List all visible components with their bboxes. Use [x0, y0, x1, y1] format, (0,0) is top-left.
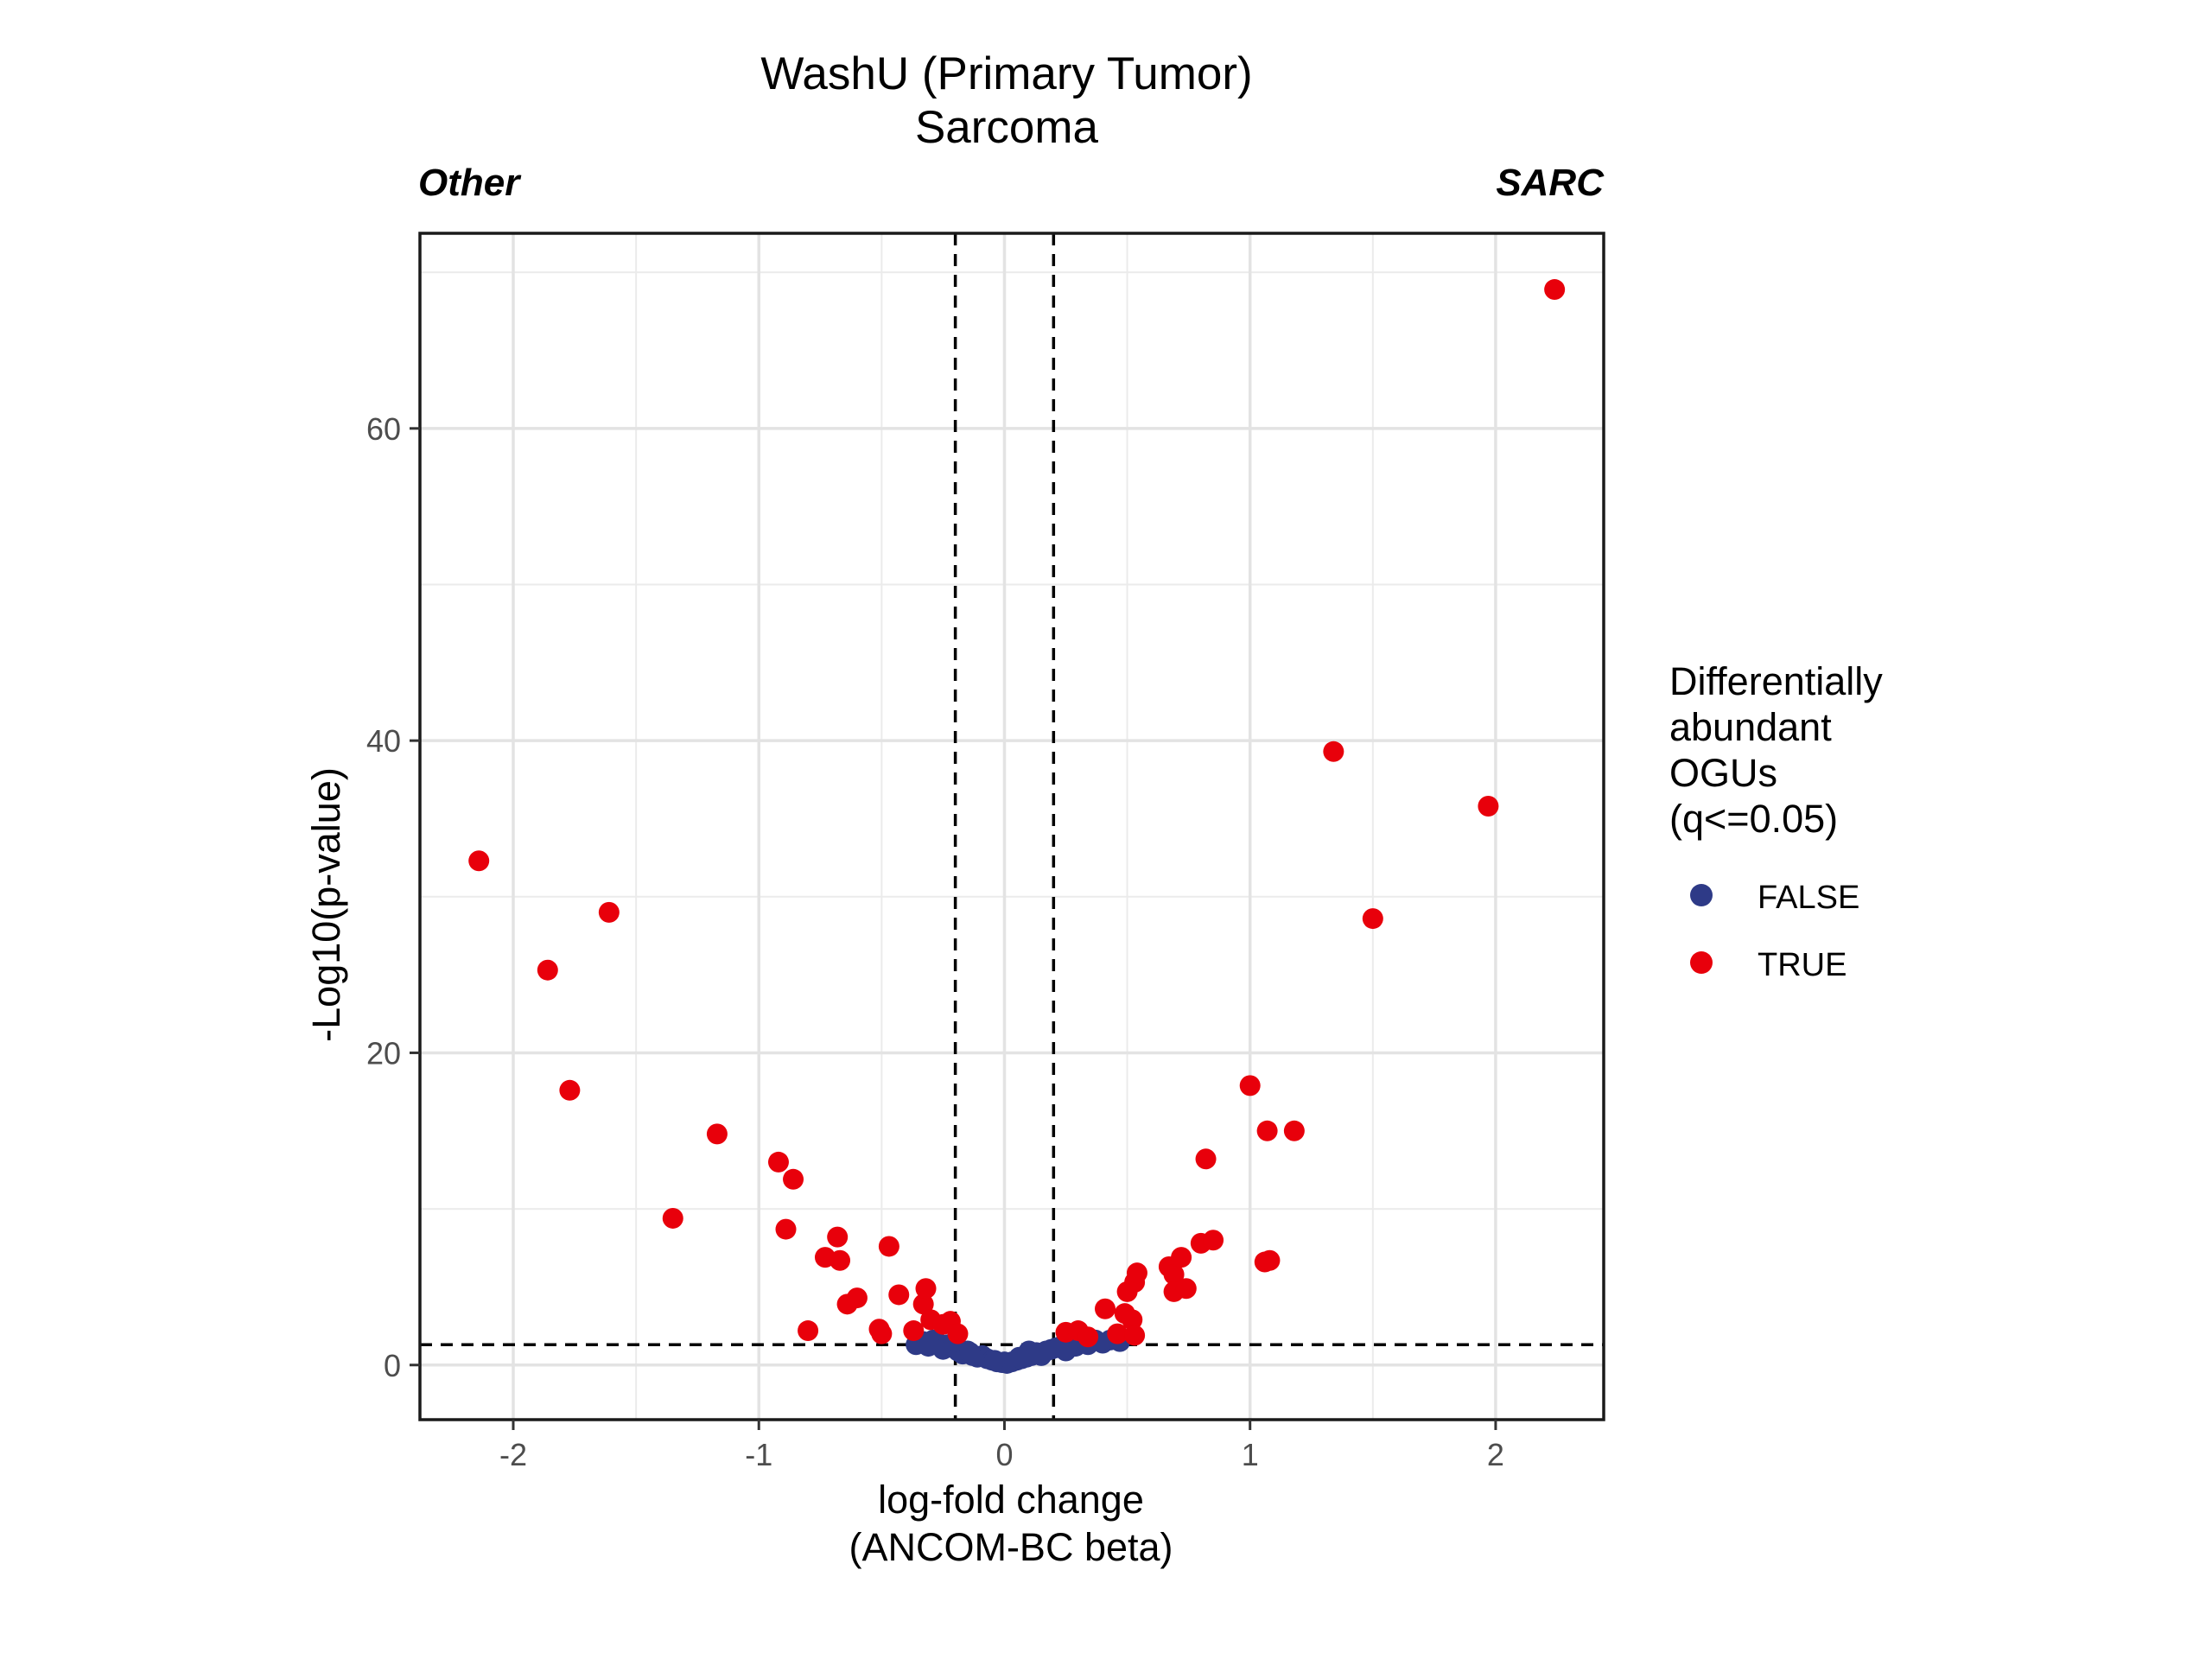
data-point-true	[915, 1278, 937, 1300]
data-point-true	[947, 1323, 969, 1344]
data-point-true	[1124, 1325, 1146, 1346]
data-point-true	[1171, 1247, 1192, 1268]
legend-label-true: TRUE	[1758, 947, 1847, 983]
data-point-true	[775, 1218, 797, 1240]
legend-title-line4: (q<=0.05)	[1669, 797, 1838, 841]
data-point-true	[1283, 1120, 1305, 1141]
data-point-true	[871, 1323, 893, 1344]
data-point-true	[559, 1079, 581, 1101]
y-axis: 0 20 40 60	[366, 411, 420, 1383]
data-point-true	[827, 1226, 849, 1248]
data-point-true	[468, 850, 490, 872]
data-point-true	[1478, 796, 1499, 817]
plot-panel-border	[418, 232, 1605, 1421]
y-tick-label: 60	[366, 411, 401, 447]
threshold-lines	[420, 233, 1604, 1420]
legend: Differentially abundant OGUs (q<=0.05) F…	[1669, 659, 1883, 983]
y-tick-label: 20	[366, 1035, 401, 1071]
data-point-true	[1122, 1309, 1143, 1331]
data-point-true	[783, 1168, 804, 1190]
data-point-true	[598, 901, 620, 923]
data-point-true	[903, 1320, 925, 1342]
data-point-true	[1239, 1075, 1261, 1096]
x-tick-label: -2	[499, 1437, 527, 1472]
x-tick-label: -1	[745, 1437, 772, 1472]
data-point-false	[959, 1342, 981, 1363]
data-point-true	[1259, 1249, 1281, 1271]
legend-key-true	[1690, 951, 1713, 974]
data-point-true	[1095, 1298, 1116, 1319]
right-group-annotation: SARC	[1496, 162, 1605, 204]
data-point-true	[1323, 741, 1344, 762]
legend-label-false: FALSE	[1758, 880, 1859, 916]
x-tick-label: 1	[1242, 1437, 1259, 1472]
chart-title: WashU (Primary Tumor)	[760, 48, 1252, 99]
y-axis-label: -Log10(p-value)	[304, 767, 348, 1042]
x-axis: -2 -1 0 1 2	[499, 1420, 1504, 1472]
legend-title-line3: OGUs	[1669, 751, 1777, 795]
data-points	[468, 279, 1566, 1374]
data-point-true	[1362, 908, 1383, 930]
data-point-false	[1008, 1346, 1030, 1368]
chart-subtitle: Sarcoma	[915, 102, 1099, 153]
data-point-true	[1256, 1120, 1278, 1141]
x-axis-label-line2: (ANCOM-BC beta)	[849, 1525, 1173, 1569]
minor-gridlines	[420, 233, 1604, 1420]
left-group-annotation: Other	[418, 162, 522, 204]
x-axis-label-line1: log-fold change	[878, 1478, 1144, 1522]
legend-title-line1: Differentially	[1669, 659, 1883, 703]
y-tick-label: 40	[366, 723, 401, 759]
data-point-false	[984, 1350, 1006, 1371]
data-point-true	[1107, 1323, 1128, 1344]
data-point-true	[798, 1320, 819, 1342]
data-point-true	[1544, 279, 1566, 301]
y-tick-label: 0	[384, 1348, 401, 1383]
data-point-true	[706, 1123, 728, 1145]
data-point-true	[1203, 1230, 1224, 1251]
data-point-true	[1195, 1148, 1217, 1170]
data-point-true	[537, 959, 558, 981]
data-point-true	[1163, 1263, 1185, 1285]
data-point-true	[888, 1284, 910, 1306]
data-point-true	[830, 1249, 851, 1271]
data-point-true	[878, 1236, 899, 1257]
data-point-true	[1175, 1278, 1197, 1300]
x-tick-label: 2	[1487, 1437, 1504, 1472]
data-point-true	[1077, 1326, 1099, 1348]
data-point-true	[662, 1207, 683, 1229]
data-point-true	[846, 1287, 868, 1309]
legend-key-false	[1690, 884, 1713, 906]
data-point-true	[912, 1294, 934, 1315]
data-point-true	[767, 1151, 789, 1173]
x-tick-label: 0	[995, 1437, 1013, 1472]
data-point-true	[1126, 1262, 1147, 1284]
legend-title-line2: abundant	[1669, 705, 1832, 749]
